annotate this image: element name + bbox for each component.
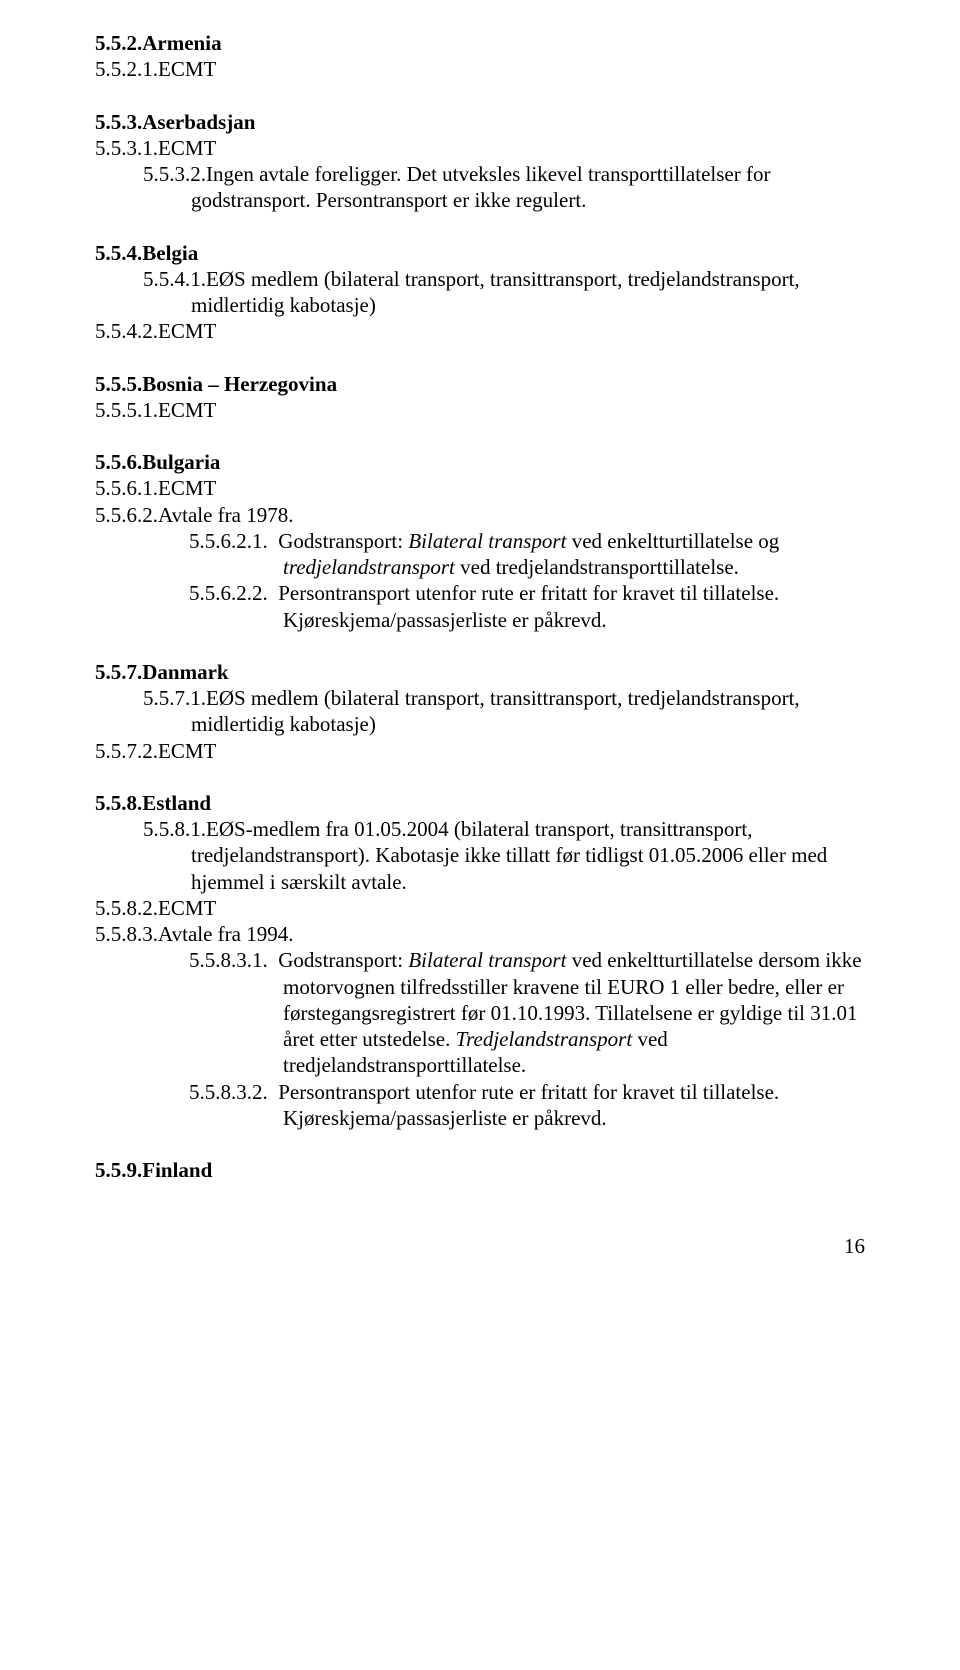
item-number: 5.5.7.1. xyxy=(143,686,206,710)
section-number: 5.5.8. xyxy=(95,791,142,815)
item: 5.5.6.1.ECMT xyxy=(95,475,865,501)
item-number: 5.5.6.1. xyxy=(95,476,158,500)
item-number: 5.5.7.2. xyxy=(95,739,158,763)
subitem-italic: Tredjelandstransport xyxy=(456,1027,633,1051)
heading-finland: 5.5.9.Finland xyxy=(95,1157,865,1183)
item: 5.5.4.1.EØS medlem (bilateral transport,… xyxy=(143,266,865,319)
subitem-italic: tredjelandstransport xyxy=(283,555,455,579)
item-number: 5.5.2.1. xyxy=(95,57,158,81)
item-number: 5.5.4.1. xyxy=(143,267,206,291)
subitem-italic: Bilateral transport xyxy=(408,529,566,553)
section-title: Bulgaria xyxy=(142,450,220,474)
subitem-number: 5.5.8.3.1. xyxy=(189,948,268,972)
heading-armenia: 5.5.2.Armenia xyxy=(95,30,865,56)
section-title: Belgia xyxy=(142,241,198,265)
heading-aserbadsjan: 5.5.3.Aserbadsjan xyxy=(95,109,865,135)
subitem-pre: Godstransport: xyxy=(278,529,408,553)
subitem-text: Persontransport utenfor rute er fritatt … xyxy=(278,581,779,631)
section-number: 5.5.5. xyxy=(95,372,142,396)
section-number: 5.5.9. xyxy=(95,1158,142,1182)
subitem-italic: Bilateral transport xyxy=(408,948,566,972)
subitem-number: 5.5.8.3.2. xyxy=(189,1080,268,1104)
item: 5.5.7.1.EØS medlem (bilateral transport,… xyxy=(143,685,865,738)
section-danmark: 5.5.7.Danmark 5.5.7.1.EØS medlem (bilate… xyxy=(95,659,865,764)
subitem-pre: Godstransport: xyxy=(278,948,408,972)
item: 5.5.6.2.Avtale fra 1978. xyxy=(95,502,865,528)
subitem-post: ved tredjelandstransporttillatelse. xyxy=(455,555,739,579)
section-title: Bosnia – Herzegovina xyxy=(142,372,337,396)
subitem-number: 5.5.6.2.2. xyxy=(189,581,268,605)
section-bulgaria: 5.5.6.Bulgaria 5.5.6.1.ECMT 5.5.6.2.Avta… xyxy=(95,449,865,633)
subitem: 5.5.6.2.2. Persontransport utenfor rute … xyxy=(189,580,865,633)
item: 5.5.8.2.ECMT xyxy=(95,895,865,921)
item-number: 5.5.8.2. xyxy=(95,896,158,920)
section-number: 5.5.4. xyxy=(95,241,142,265)
subitem-number: 5.5.6.2.1. xyxy=(189,529,268,553)
item-text: EØS-medlem fra 01.05.2004 (bilateral tra… xyxy=(191,817,827,894)
item: 5.5.4.2.ECMT xyxy=(95,318,865,344)
item-number: 5.5.4.2. xyxy=(95,319,158,343)
item-text: ECMT xyxy=(158,896,216,920)
item-text: ECMT xyxy=(158,398,216,422)
item-text: EØS medlem (bilateral transport, transit… xyxy=(191,686,800,736)
item-text: Ingen avtale foreligger. Det utveksles l… xyxy=(191,162,770,212)
item-text: Avtale fra 1994. xyxy=(158,922,293,946)
item-number: 5.5.3.2. xyxy=(143,162,206,186)
item-number: 5.5.6.2. xyxy=(95,503,158,527)
item: 5.5.7.2.ECMT xyxy=(95,738,865,764)
item: 5.5.8.3.Avtale fra 1994. xyxy=(95,921,865,947)
section-finland: 5.5.9.Finland xyxy=(95,1157,865,1183)
section-bosnia: 5.5.5.Bosnia – Herzegovina 5.5.5.1.ECMT xyxy=(95,371,865,424)
item: 5.5.5.1.ECMT xyxy=(95,397,865,423)
section-aserbadsjan: 5.5.3.Aserbadsjan 5.5.3.1.ECMT 5.5.3.2.I… xyxy=(95,109,865,214)
item: 5.5.2.1.ECMT xyxy=(95,56,865,82)
item-text: ECMT xyxy=(158,739,216,763)
item-text: ECMT xyxy=(158,57,216,81)
section-belgia: 5.5.4.Belgia 5.5.4.1.EØS medlem (bilater… xyxy=(95,240,865,345)
heading-belgia: 5.5.4.Belgia xyxy=(95,240,865,266)
item: 5.5.3.1.ECMT xyxy=(95,135,865,161)
subitem: 5.5.8.3.1. Godstransport: Bilateral tran… xyxy=(189,947,865,1078)
subitem: 5.5.6.2.1. Godstransport: Bilateral tran… xyxy=(189,528,865,581)
heading-danmark: 5.5.7.Danmark xyxy=(95,659,865,685)
section-number: 5.5.3. xyxy=(95,110,142,134)
page-number: 16 xyxy=(95,1233,865,1259)
section-title: Finland xyxy=(142,1158,212,1182)
item-number: 5.5.3.1. xyxy=(95,136,158,160)
heading-bulgaria: 5.5.6.Bulgaria xyxy=(95,449,865,475)
section-title: Armenia xyxy=(142,31,221,55)
item-text: ECMT xyxy=(158,136,216,160)
subitem-text: Persontransport utenfor rute er fritatt … xyxy=(278,1080,779,1130)
item-number: 5.5.8.3. xyxy=(95,922,158,946)
section-title: Aserbadsjan xyxy=(142,110,255,134)
subitem-mid: ved enkeltturtillatelse og xyxy=(566,529,779,553)
item: 5.5.8.1.EØS-medlem fra 01.05.2004 (bilat… xyxy=(143,816,865,895)
section-estland: 5.5.8.Estland 5.5.8.1.EØS-medlem fra 01.… xyxy=(95,790,865,1131)
item-text: EØS medlem (bilateral transport, transit… xyxy=(191,267,800,317)
section-armenia: 5.5.2.Armenia 5.5.2.1.ECMT xyxy=(95,30,865,83)
item-number: 5.5.8.1. xyxy=(143,817,206,841)
item-text: Avtale fra 1978. xyxy=(158,503,293,527)
heading-estland: 5.5.8.Estland xyxy=(95,790,865,816)
subitem: 5.5.8.3.2. Persontransport utenfor rute … xyxy=(189,1079,865,1132)
heading-bosnia: 5.5.5.Bosnia – Herzegovina xyxy=(95,371,865,397)
section-number: 5.5.2. xyxy=(95,31,142,55)
section-title: Danmark xyxy=(142,660,228,684)
item: 5.5.3.2.Ingen avtale foreligger. Det utv… xyxy=(143,161,865,214)
section-number: 5.5.7. xyxy=(95,660,142,684)
section-title: Estland xyxy=(142,791,211,815)
item-number: 5.5.5.1. xyxy=(95,398,158,422)
section-number: 5.5.6. xyxy=(95,450,142,474)
item-text: ECMT xyxy=(158,319,216,343)
item-text: ECMT xyxy=(158,476,216,500)
